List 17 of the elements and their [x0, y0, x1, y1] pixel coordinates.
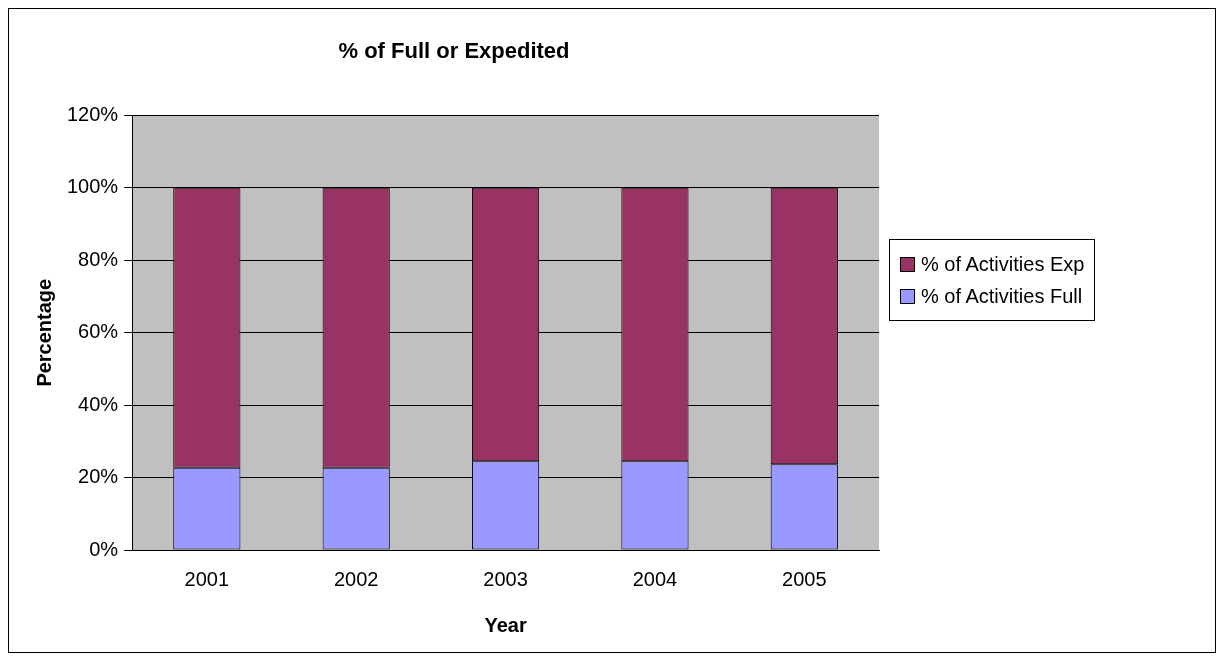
y-tick-label: 120%: [67, 102, 119, 125]
x-tick-label: 2001: [184, 567, 230, 590]
y-tick-label: 20%: [78, 465, 119, 488]
y-tick-label: 40%: [78, 392, 119, 415]
legend-label: % of Activities Full: [921, 284, 1083, 309]
x-axis-title: Year: [484, 613, 527, 636]
y-tick-label: 60%: [78, 320, 119, 343]
x-tick-label: 2003: [483, 567, 528, 590]
legend-label: % of Activities Exp: [921, 252, 1085, 277]
chart-title: % of Full or Expedited: [338, 38, 570, 64]
y-tick-label: 100%: [67, 175, 119, 198]
y-tick-label: 0%: [89, 537, 119, 560]
y-tick-label: 80%: [78, 247, 119, 270]
x-tick-label: 2005: [782, 567, 827, 590]
x-tick-label: 2002: [333, 567, 379, 590]
x-tick-label: 2004: [632, 567, 678, 590]
y-axis-title: Percentage: [32, 278, 55, 387]
